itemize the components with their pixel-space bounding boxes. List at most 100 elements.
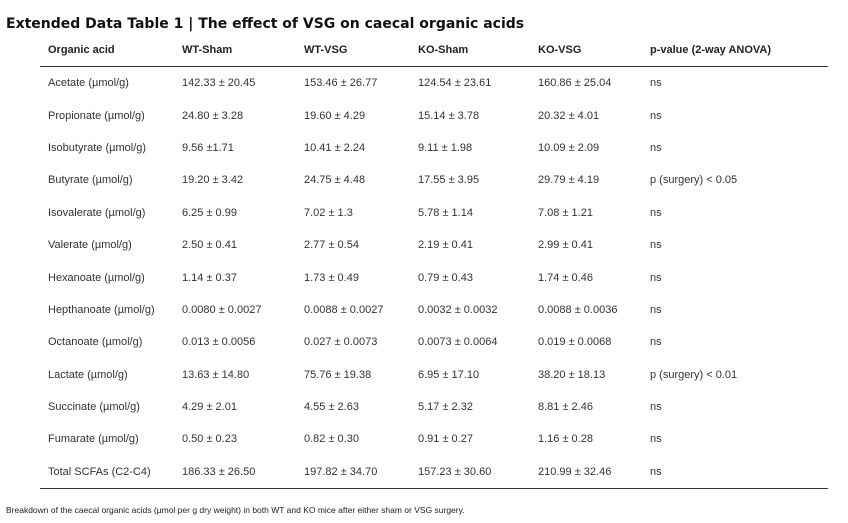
- table-cell: 0.0088 ± 0.0027: [304, 303, 384, 316]
- row-label: Hexanoate (µmol/g): [48, 271, 145, 284]
- table-cell: 0.79 ± 0.43: [418, 271, 473, 284]
- table-header-row: Organic acid WT-Sham WT-VSG KO-Sham KO-VSG p-…: [40, 34, 828, 67]
- row-label: Octanoate (µmol/g): [48, 336, 143, 349]
- table-cell: 0.0073 ± 0.0064: [418, 336, 498, 349]
- table-cell: 10.09 ± 2.09: [538, 141, 600, 154]
- table-row: Hepthanoate (µmol/g) 0.0080 ± 0.0027 0.008…: [40, 294, 828, 326]
- table-cell: 1.16 ± 0.28: [538, 433, 593, 446]
- table-row: Succinate (µmol/g) 4.29 ± 2.01 4.55 ± 2.63…: [40, 391, 828, 423]
- table-cell: ns: [650, 109, 662, 122]
- table-cell: 0.82 ± 0.30: [304, 433, 359, 446]
- table-cell: 2.99 ± 0.41: [538, 239, 593, 252]
- row-label: Lactate (µmol/g): [48, 368, 128, 381]
- table-cell: 7.08 ± 1.21: [538, 206, 593, 219]
- table-cell: 197.82 ± 34.70: [296, 455, 410, 490]
- table-row: Total SCFAs (C2-C4) 186.33 ± 26.50 197.82 …: [40, 455, 828, 490]
- table-cell: ns: [650, 336, 662, 349]
- table-cell: 0.027 ± 0.0073: [304, 336, 378, 349]
- table-cell: p (surgery) < 0.05: [650, 174, 738, 187]
- table-cell: 6.95 ± 17.10: [418, 368, 480, 381]
- column-header: WT-Sham: [174, 34, 296, 67]
- table-cell: 1.74 ± 0.46: [538, 271, 593, 284]
- row-label: Butyrate (µmol/g): [48, 174, 133, 187]
- table-cell: 17.55 ± 3.95: [418, 174, 480, 187]
- table-cell: 0.019 ± 0.0068: [538, 336, 612, 349]
- table-container: Organic acid WT-Sham WT-VSG KO-Sham KO-VSG p-…: [40, 34, 828, 490]
- table-cell: ns: [650, 77, 662, 90]
- table-cell: 19.60 ± 4.29: [304, 109, 366, 122]
- table-row: Lactate (µmol/g) 13.63 ± 14.80 75.76 ± 19.…: [40, 359, 828, 391]
- table-cell: 0.0080 ± 0.0027: [182, 303, 262, 316]
- column-header: p-value (2-way ANOVA): [642, 34, 828, 67]
- row-label: Total SCFAs (C2-C4): [40, 455, 174, 490]
- row-label: Succinate (µmol/g): [48, 401, 140, 414]
- table-cell: 0.50 ± 0.23: [182, 433, 237, 446]
- table-cell: 0.013 ± 0.0056: [182, 336, 256, 349]
- table-cell: p (surgery) < 0.01: [650, 368, 738, 381]
- table-cell: ns: [650, 433, 662, 446]
- table-cell: 15.14 ± 3.78: [418, 109, 480, 122]
- table-cell: 124.54 ± 23.61: [418, 77, 492, 90]
- table-cell: 4.55 ± 2.63: [304, 401, 359, 414]
- table-cell: 2.19 ± 0.41: [418, 239, 473, 252]
- table-cell: 1.14 ± 0.37: [182, 271, 237, 284]
- table-cell: 20.32 ± 4.01: [538, 109, 600, 122]
- table-row: Valerate (µmol/g) 2.50 ± 0.41 2.77 ± 0.54 2…: [40, 229, 828, 261]
- table-cell: 4.29 ± 2.01: [182, 401, 237, 414]
- table-row: Fumarate (µmol/g) 0.50 ± 0.23 0.82 ± 0.30 0…: [40, 423, 828, 455]
- table-cell: 157.23 ± 30.60: [410, 455, 530, 490]
- table-row: Isovalerate (µmol/g) 6.25 ± 0.99 7.02 ± 1.…: [40, 197, 828, 229]
- table-cell: 5.17 ± 2.32: [418, 401, 473, 414]
- table-cell: 24.75 ± 4.48: [304, 174, 366, 187]
- table-cell: 153.46 ± 26.77: [304, 77, 378, 90]
- table-cell: ns: [650, 141, 662, 154]
- table-cell: 9.11 ± 1.98: [418, 141, 473, 154]
- table-cell: 24.80 ± 3.28: [182, 109, 244, 122]
- table-cell: 160.86 ± 25.04: [538, 77, 612, 90]
- table-cell: ns: [650, 303, 662, 316]
- column-header: Organic acid: [40, 34, 174, 67]
- table-cell: 9.56 ±1.71: [182, 141, 234, 154]
- table-cell: 10.41 ± 2.24: [304, 141, 366, 154]
- table-caption: Breakdown of the caecal organic acids (µ…: [6, 505, 465, 515]
- table-cell: ns: [650, 206, 662, 219]
- table-cell: ns: [650, 401, 662, 414]
- row-label: Acetate (µmol/g): [48, 77, 129, 90]
- row-label: Hepthanoate (µmol/g): [48, 303, 155, 316]
- table-row: Acetate (µmol/g) 142.33 ± 20.45 153.46 ± 2…: [40, 67, 828, 100]
- table-row: Isobutyrate (µmol/g) 9.56 ±1.71 10.41 ± 2.…: [40, 132, 828, 164]
- table-row: Propionate (µmol/g) 24.80 ± 3.28 19.60 ± 4…: [40, 99, 828, 131]
- table-cell: 6.25 ± 0.99: [182, 206, 237, 219]
- column-header: WT-VSG: [296, 34, 410, 67]
- table-cell: 19.20 ± 3.42: [182, 174, 244, 187]
- table-cell: 0.91 ± 0.27: [418, 433, 473, 446]
- table-cell: 29.79 ± 4.19: [538, 174, 600, 187]
- table-row: Octanoate (µmol/g) 0.013 ± 0.0056 0.027 ± …: [40, 326, 828, 358]
- row-label: Valerate (µmol/g): [48, 239, 132, 252]
- column-header: KO-Sham: [410, 34, 530, 67]
- table-cell: 5.78 ± 1.14: [418, 206, 473, 219]
- table-cell: 210.99 ± 32.46: [530, 455, 642, 490]
- table-body: Acetate (µmol/g) 142.33 ± 20.45 153.46 ± 2…: [40, 67, 828, 490]
- table-cell: ns: [650, 271, 662, 284]
- table-cell: 38.20 ± 18.13: [538, 368, 606, 381]
- table-cell: ns: [642, 455, 828, 490]
- table-row: Hexanoate (µmol/g) 1.14 ± 0.37 1.73 ± 0.49…: [40, 261, 828, 293]
- column-header: KO-VSG: [530, 34, 642, 67]
- table-title: Extended Data Table 1 | The effect of VS…: [6, 16, 525, 32]
- table-cell: 13.63 ± 14.80: [182, 368, 250, 381]
- table-cell: 2.77 ± 0.54: [304, 239, 359, 252]
- table-cell: ns: [650, 239, 662, 252]
- table-cell: 186.33 ± 26.50: [174, 455, 296, 490]
- table-cell: 8.81 ± 2.46: [538, 401, 593, 414]
- row-label: Propionate (µmol/g): [48, 109, 145, 122]
- table-cell: 75.76 ± 19.38: [304, 368, 372, 381]
- table-cell: 2.50 ± 0.41: [182, 239, 237, 252]
- table-cell: 142.33 ± 20.45: [182, 77, 256, 90]
- organic-acids-table: Organic acid WT-Sham WT-VSG KO-Sham KO-VSG p-…: [40, 34, 828, 490]
- table-row: Butyrate (µmol/g) 19.20 ± 3.42 24.75 ± 4.4…: [40, 164, 828, 196]
- row-label: Isobutyrate (µmol/g): [48, 141, 147, 154]
- table-cell: 0.0032 ± 0.0032: [418, 303, 498, 316]
- table-cell: 7.02 ± 1.3: [304, 206, 353, 219]
- table-cell: 0.0088 ± 0.0036: [538, 303, 618, 316]
